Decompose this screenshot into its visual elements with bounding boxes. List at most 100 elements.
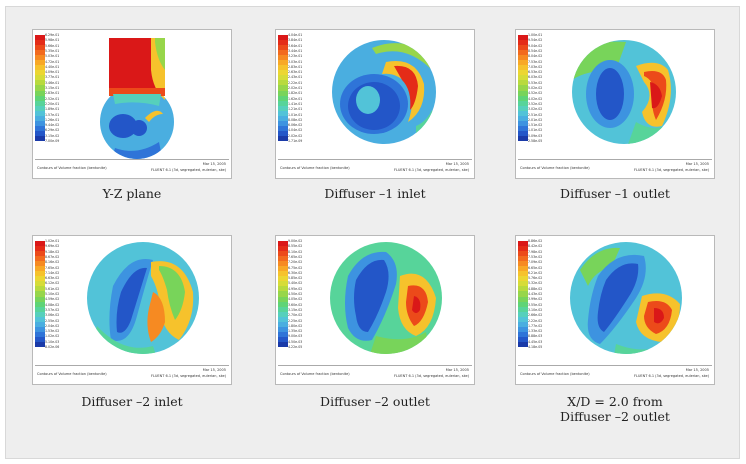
colorbar-tick-label: 3.77e-01 [45,75,60,80]
colorbar-tick-label: 3.46e-01 [45,80,60,85]
colorbar-swatch [35,251,45,257]
colorbar-tick-label: 7.53e-02 [528,59,543,64]
colorbar-tick-label: 5.85e-02 [288,276,303,281]
colorbar-tick-label: 5.53e-02 [528,80,543,85]
colorbar-swatch [518,261,528,267]
colorbar-swatch [518,276,528,282]
contour-plot [330,242,442,354]
colorbar-swatch [35,326,45,333]
footer-title: Contours of Volume fraction (bentonite) [520,166,590,170]
colorbar-swatch [518,55,528,61]
footer-title: Contours of Volume fraction (bentonite) [37,372,107,376]
colorbar-tick-label: 2.04e-02 [45,323,60,328]
colorbar-swatch [35,331,45,338]
colorbar-swatch [518,291,528,297]
colorbar-tick-label: 1.53e-02 [45,329,60,334]
colorbar-tick-label: 8.67e-02 [45,254,60,259]
colorbar-tick-label: 3.99e-02 [528,297,543,302]
colorbar-swatch [518,110,528,116]
colorbar-tick-label: 4.72e-01 [45,59,60,64]
colorbar-tick-label: 1.26e-01 [45,117,60,122]
colorbar-tick-label: 5.10e-03 [45,339,60,344]
caption-diffuser1-outlet: Diffuser –1 outlet [560,186,670,201]
colorbar-swatch [35,70,45,76]
colorbar-tick-label: 6.03e-02 [528,75,543,80]
contour-panel-diffuser1-outlet: 1.00e-01 9.54e-02 9.04e-02 8.54e-02 8.04e-02… [515,29,715,179]
contour-plot [87,242,199,354]
colorbar-swatch [518,286,528,292]
colorbar-swatch [278,271,288,277]
colorbar-swatch [518,326,528,333]
colorbar-swatch [35,306,45,312]
colorbar-swatch [518,125,528,132]
colorbar-swatch [35,90,45,96]
colorbar-tick-label: 2.43e-01 [288,75,303,80]
colorbar-swatch [35,55,45,61]
colorbar-swatch [518,341,528,348]
colorbar-swatch [278,80,288,86]
colorbar-tick-label: 2.02e-01 [288,86,303,90]
colorbar-labels: 4.04e-01 3.84e-01 3.64e-01 3.44e-01 3.23e-01… [288,33,322,143]
caption-diffuser2-inlet: Diffuser –2 inlet [81,394,183,409]
colorbar-tick-label: 4.52e-02 [528,91,543,96]
colorbar-swatch [35,40,45,46]
colorbar-swatch [35,271,45,277]
colorbar-labels: 8.86e-02 8.42e-02 7.98e-02 7.53e-02 7.09e-02… [528,239,562,349]
colorbar-swatch [35,65,45,71]
contour-plot [572,40,676,144]
colorbar-tick-label: 3.15e-01 [45,86,60,90]
colorbar-tick-label: 1.01e-01 [288,112,303,117]
colorbar-swatch [518,40,528,46]
colorbar-swatch [518,271,528,277]
colorbar-swatch [35,311,45,317]
caption-line-1: X/D = 2.0 from [567,394,663,409]
panel-footer: Contours of Volume fraction (bentonite) … [35,365,229,381]
colorbar-tick-label: 4.59e-02 [45,297,60,302]
colorbar-tick-label: 5.09e-03 [528,133,543,138]
footer-software: FLUENT 6.1 (3d, segregated, eulerian, sk… [634,374,709,378]
colorbar-swatch [278,125,288,132]
colorbar-tick-label: 2.52e-01 [45,96,60,101]
colorbar-swatch [278,256,288,262]
contour-panel-diffuser2-outlet: 9.00e-02 8.55e-02 8.10e-02 7.65e-02 7.20e-02… [275,235,475,385]
colorbar-swatch [278,115,288,121]
colorbar-labels: 1.02e-01 9.69e-02 9.18e-02 8.67e-02 8.16e-02… [45,239,79,349]
colorbar-swatch [35,291,45,297]
colorbar-tick-label: 7.00e-09 [45,139,60,143]
footer-title: Contours of Volume fraction (bentonite) [520,372,590,376]
colorbar-swatch [35,241,45,247]
colorbar-labels: 6.29e-01 5.98e-01 5.66e-01 5.35e-01 5.03e-01… [45,33,79,143]
colorbar-tick-label: 4.08e-02 [45,302,60,307]
colorbar-tick-label: 5.98e-01 [45,38,60,43]
colorbar-tick-label: 8.08e-02 [288,117,303,122]
colorbar-tick-label: 5.66e-01 [45,43,60,48]
colorbar-tick-label: 4.45e-03 [528,339,543,344]
colorbar-swatch [278,336,288,343]
colorbar-swatch [278,306,288,312]
colorbar-swatch [518,130,528,137]
colorbar-tick-label: 2.66e-02 [528,313,543,318]
colorbar-swatch [35,120,45,127]
colorbar-tick-label: 4.02e-02 [528,96,543,101]
colorbar-swatch [35,246,45,252]
colorbar-tick-label: 8.88e-03 [528,334,543,339]
footer-software: FLUENT 6.1 (3d, segregated, eulerian, sk… [634,168,709,172]
colorbar-swatch [278,316,288,322]
colorbar-tick-label: 2.20e-01 [45,101,60,106]
caption-yz-plane: Y-Z plane [102,186,162,201]
caption-diffuser2-outlet: Diffuser –2 outlet [320,394,430,409]
colorbar-tick-label: 4.05e-02 [288,297,303,302]
colorbar-swatch [35,75,45,81]
colorbar-tick-label: 6.29e-01 [45,33,60,37]
footer-date: Mar 15, 2005 [685,368,709,372]
colorbar-tick-label: 4.40e-01 [45,64,60,69]
contour-panel-diffuser2-inlet: 1.02e-01 9.69e-02 9.18e-02 8.67e-02 8.16e-02… [32,235,232,385]
colorbar-tick-label: 9.54e-02 [528,38,543,43]
colorbar-swatch [518,306,528,312]
footer-date: Mar 15, 2005 [202,368,226,372]
colorbar-swatch [278,130,288,137]
colorbar-tick-label: 4.22e-05 [288,345,303,349]
colorbar-tick-label: 2.63e-01 [288,70,303,75]
colorbar-swatch [518,336,528,343]
colorbar-swatch [518,311,528,317]
